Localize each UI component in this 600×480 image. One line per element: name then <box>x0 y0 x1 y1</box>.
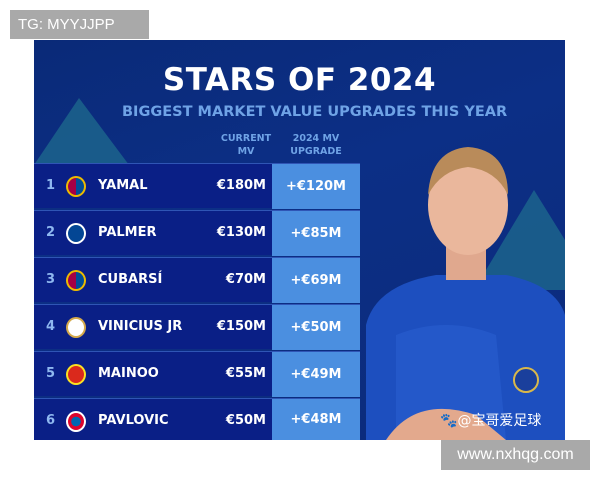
mv-upgrade: +€48M <box>272 399 360 440</box>
current-mv: €70M <box>225 272 266 287</box>
rank: 2 <box>46 225 56 240</box>
real-madrid-crest-icon <box>66 317 86 338</box>
player-photo <box>366 147 565 440</box>
chelsea-crest-icon <box>66 223 86 244</box>
player-name: YAMAL <box>98 178 148 193</box>
player-name: MAINOO <box>98 366 159 381</box>
current-mv: €180M <box>216 178 266 193</box>
infographic: STARS OF 2024 BIGGEST MARKET VALUE UPGRA… <box>34 40 565 440</box>
table-row: 1 YAMAL €180M +€120M <box>34 163 360 209</box>
player-name: CUBARSÍ <box>98 272 163 287</box>
source-watermark: 🐾@宝哥爱足球 <box>440 413 542 429</box>
mv-upgrade: +€49M <box>272 352 360 397</box>
current-mv: €130M <box>216 225 266 240</box>
table-row: 6 PAVLOVIC €50M +€48M <box>34 398 360 440</box>
current-mv: €55M <box>225 366 266 381</box>
rank: 4 <box>46 319 56 334</box>
rank: 1 <box>46 178 56 193</box>
manchester-united-crest-icon <box>66 364 86 385</box>
mv-upgrade: +€85M <box>272 211 360 256</box>
background-shapes <box>34 98 565 290</box>
barcelona-crest-icon <box>66 270 86 291</box>
header-upgrade: 2024 MV UPGRADE <box>290 133 342 157</box>
rank: 5 <box>46 366 56 381</box>
bayern-crest-icon <box>66 411 86 432</box>
mv-upgrade: +€120M <box>272 164 360 209</box>
current-mv: €50M <box>225 413 266 428</box>
header-current-mv: CURRENT MV <box>220 133 272 157</box>
rank: 6 <box>46 413 56 428</box>
player-name: PAVLOVIC <box>98 413 169 428</box>
barcelona-crest-icon <box>66 176 86 197</box>
watermark-top: TG: MYYJJPP <box>10 10 149 39</box>
player-name: PALMER <box>98 225 157 240</box>
poster-title: STARS OF 2024 <box>162 62 437 98</box>
mv-upgrade: +€50M <box>272 305 360 350</box>
table-row: 4 VINICIUS JR €150M +€50M <box>34 304 360 350</box>
current-mv: €150M <box>216 319 266 334</box>
mv-upgrade: +€69M <box>272 258 360 303</box>
table-row: 2 PALMER €130M +€85M <box>34 210 360 256</box>
table-row: 5 MAINOO €55M +€49M <box>34 351 360 397</box>
player-name: VINICIUS JR <box>98 319 183 334</box>
rank: 3 <box>46 272 56 287</box>
table-row: 3 CUBARSÍ €70M +€69M <box>34 257 360 303</box>
watermark-bottom: www.nxhqg.com <box>441 440 590 470</box>
poster-subtitle: BIGGEST MARKET VALUE UPGRADES THIS YEAR <box>122 104 508 120</box>
